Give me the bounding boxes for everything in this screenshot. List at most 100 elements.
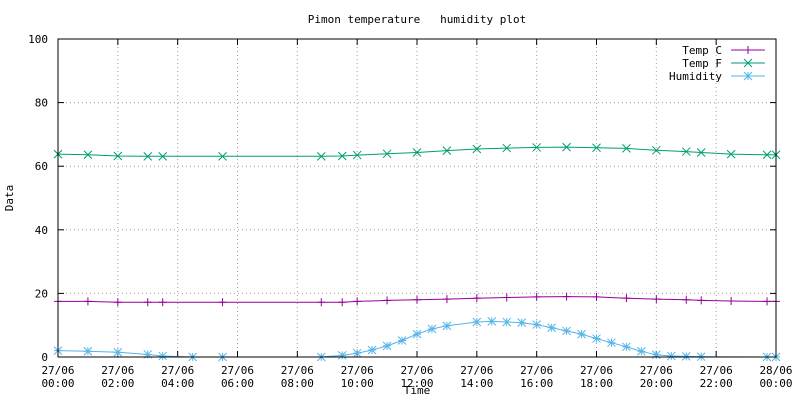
point-temp-f — [143, 151, 153, 161]
point-humidity — [651, 350, 661, 360]
y-tick-label: 40 — [35, 224, 48, 237]
point-temp-f — [83, 150, 93, 160]
series-line-temp-f — [57, 146, 776, 157]
x-tick-label-date: 27/06 — [221, 364, 254, 377]
plot-frame — [57, 38, 777, 358]
point-temp-c — [622, 294, 631, 303]
x-tick-label-time: 12:00 — [400, 377, 433, 390]
grid-layer — [58, 39, 776, 357]
point-humidity — [607, 338, 616, 348]
point-temp-c — [502, 293, 511, 302]
point-humidity — [412, 329, 422, 339]
x-tick-label-time: 00:00 — [759, 377, 792, 390]
point-temp-c — [383, 296, 392, 305]
x-tick-label-date: 27/06 — [400, 364, 433, 377]
point-temp-c — [413, 295, 421, 304]
series-temp-c — [54, 292, 780, 307]
x-axis-label: Time — [404, 384, 431, 397]
y-tick-labels: 0 20 40 60 80 100 — [28, 33, 48, 364]
point-temp-c — [763, 297, 772, 306]
legend-label-temp-c: Temp C — [682, 44, 722, 57]
point-temp-c — [317, 298, 326, 307]
point-temp-f — [502, 143, 512, 153]
point-humidity — [337, 351, 347, 360]
point-temp-f — [622, 144, 631, 153]
point-temp-c — [338, 298, 347, 307]
legend-label-humidity: Humidity — [669, 70, 722, 83]
point-temp-c — [442, 295, 451, 304]
point-temp-f — [316, 151, 326, 161]
point-temp-f — [352, 150, 362, 160]
point-temp-c — [158, 298, 167, 307]
x-tick-label-date: 28/06 — [759, 364, 792, 377]
x-tick-label-time: 10:00 — [341, 377, 374, 390]
point-humidity — [547, 323, 556, 333]
x-tick-label-date: 27/06 — [700, 364, 733, 377]
point-humidity — [666, 351, 676, 361]
point-temp-f — [562, 142, 571, 152]
series-temp-f — [53, 142, 781, 161]
x-tick-label-time: 20:00 — [640, 377, 673, 390]
legend-label-temp-f: Temp F — [682, 57, 722, 70]
point-temp-f — [158, 151, 168, 161]
x-tick-label-time: 00:00 — [41, 377, 74, 390]
point-temp-c — [697, 296, 706, 305]
point-temp-c — [143, 298, 152, 307]
point-humidity — [517, 318, 527, 328]
point-humidity — [113, 347, 123, 357]
x-tick-label-date: 27/06 — [41, 364, 74, 377]
legend-marker-temp-c — [744, 46, 752, 54]
x-tick-label-time: 08:00 — [281, 377, 314, 390]
point-temp-f — [472, 144, 482, 154]
point-humidity — [143, 350, 153, 359]
point-temp-c — [727, 297, 736, 306]
y-tick-label: 100 — [28, 33, 48, 46]
x-tick-label-date: 27/06 — [341, 364, 374, 377]
point-temp-c — [682, 295, 691, 304]
point-humidity — [681, 352, 691, 361]
point-temp-f — [726, 149, 736, 159]
point-humidity — [532, 320, 542, 329]
y-tick-label: 0 — [41, 351, 48, 364]
point-temp-c — [532, 292, 541, 301]
x-tick-label-date: 27/06 — [101, 364, 134, 377]
point-humidity — [397, 336, 407, 345]
point-humidity — [158, 351, 168, 361]
point-temp-c — [353, 297, 362, 306]
point-humidity — [637, 346, 646, 356]
y-tick-label: 20 — [35, 287, 48, 300]
y-axis-label: Data — [3, 185, 16, 212]
point-humidity — [382, 341, 392, 351]
point-temp-f — [218, 151, 227, 161]
point-temp-f — [382, 149, 392, 159]
x-tick-label-date: 27/06 — [281, 364, 314, 377]
point-humidity — [487, 317, 497, 326]
chart-title: Pimon temperature humidity plot — [308, 13, 527, 26]
point-humidity — [622, 342, 631, 352]
point-temp-f — [337, 151, 347, 161]
point-humidity — [577, 329, 586, 339]
x-tick-label-date: 27/06 — [640, 364, 673, 377]
point-temp-c — [562, 292, 571, 301]
point-temp-c — [652, 295, 661, 304]
point-humidity — [367, 345, 377, 355]
point-temp-f — [113, 151, 123, 161]
point-temp-c — [592, 292, 601, 301]
x-tick-labels: 27/0600:0027/0602:0027/0604:0027/0606:00… — [41, 364, 792, 390]
point-temp-f — [762, 150, 772, 160]
x-tick-label-date: 27/06 — [580, 364, 613, 377]
point-humidity — [427, 324, 437, 334]
point-humidity — [472, 317, 482, 327]
point-humidity — [502, 317, 512, 327]
point-temp-c — [472, 294, 481, 303]
point-temp-f — [651, 145, 661, 155]
x-tick-label-time: 04:00 — [161, 377, 194, 390]
x-tick-label-time: 22:00 — [700, 377, 733, 390]
x-tick-label-time: 14:00 — [460, 377, 493, 390]
x-tick-label-date: 27/06 — [161, 364, 194, 377]
point-temp-c — [218, 298, 227, 307]
x-tick-label-date: 27/06 — [460, 364, 493, 377]
point-humidity — [83, 346, 93, 356]
tick-layer — [57, 38, 777, 358]
